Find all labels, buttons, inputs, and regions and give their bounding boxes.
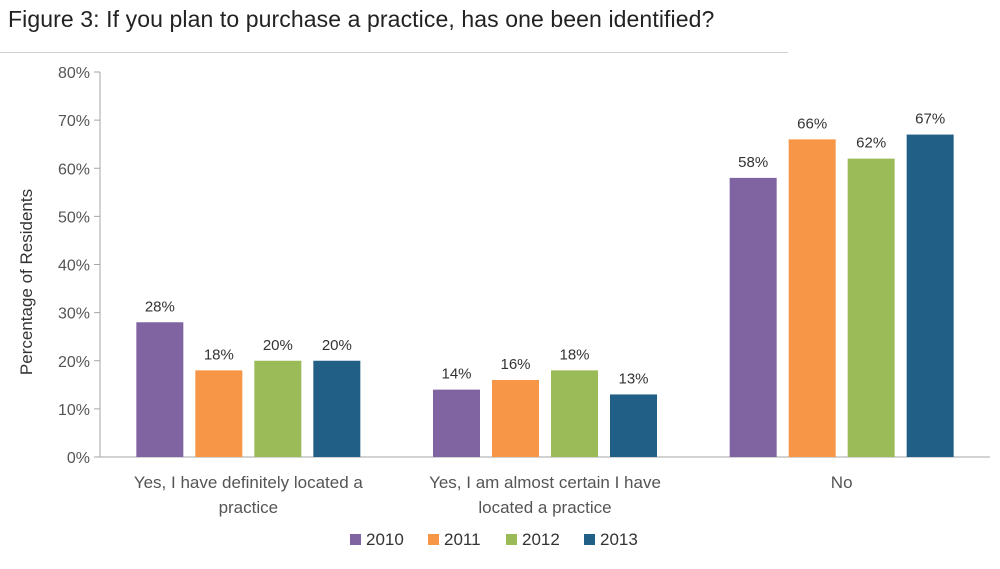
bar-2011-cat2 — [492, 380, 539, 457]
legend-label-2013: 2013 — [600, 530, 638, 549]
y-tick-label: 0% — [67, 450, 90, 467]
bar-2010-cat2 — [433, 389, 480, 457]
y-tick-label: 40% — [58, 258, 90, 275]
bar-2013-cat1 — [313, 360, 361, 457]
y-tick-label: 30% — [58, 306, 90, 323]
bar-value-label: 14% — [441, 366, 471, 383]
y-tick-label: 10% — [58, 402, 90, 419]
legend-swatch-2011 — [428, 534, 439, 545]
bar-value-label: 13% — [618, 370, 648, 387]
legend-label-2011: 2011 — [444, 530, 481, 549]
bar-value-label: 16% — [500, 356, 530, 373]
category-labels-group: Yes, I have definitely located a practice… — [134, 473, 853, 517]
y-tick-label: 50% — [58, 209, 90, 226]
y-tick-label: 20% — [58, 354, 90, 371]
bar-value-label: 67% — [915, 111, 945, 128]
category-label: Yes, I have definitely located a — [134, 473, 364, 492]
y-tick-label: 60% — [58, 161, 90, 178]
bar-2012-cat3 — [847, 158, 895, 457]
legend-label-2010: 2010 — [366, 530, 404, 549]
legend: 2010 2011 2012 2013 — [350, 530, 638, 549]
category-label: located a practice — [478, 498, 611, 517]
y-axis: 0% 10% 20% 30% 40% 50% 60% 70% 80% — [58, 65, 101, 467]
bar-2013-cat2 — [610, 394, 657, 457]
bar-2010-cat3 — [729, 177, 777, 457]
bar-value-label: 20% — [322, 337, 352, 354]
title-divider — [0, 52, 788, 53]
bar-2012-cat2 — [551, 370, 598, 457]
bar-value-label: 18% — [204, 346, 234, 363]
bar-value-label: 20% — [263, 337, 293, 354]
legend-swatch-2010 — [350, 534, 361, 545]
chart-title: Figure 3: If you plan to purchase a prac… — [8, 6, 715, 32]
bar-2011-cat1 — [195, 370, 243, 457]
bar-2010-cat1 — [136, 322, 184, 457]
bar-value-label: 62% — [856, 135, 886, 152]
legend-swatch-2013 — [584, 534, 595, 545]
bars-group — [136, 134, 954, 457]
category-label: Yes, I am almost certain I have — [429, 473, 661, 492]
legend-swatch-2012 — [506, 534, 517, 545]
bar-2011-cat3 — [788, 139, 836, 457]
y-axis-label: Percentage of Residents — [17, 189, 36, 375]
bar-2013-cat3 — [906, 134, 954, 457]
bar-labels-group: 28% 18% 20% 20% 14% 16% 18% 13% 58% 66% 62% 67% — [145, 111, 945, 388]
bar-value-label: 66% — [797, 115, 827, 132]
legend-label-2012: 2012 — [522, 530, 560, 549]
category-label: No — [831, 473, 853, 492]
bar-value-label: 18% — [559, 346, 589, 363]
category-label: practice — [219, 498, 279, 517]
y-tick-label: 70% — [58, 113, 90, 130]
bar-2012-cat1 — [254, 360, 302, 457]
bar-value-label: 58% — [738, 154, 768, 171]
y-tick-label: 80% — [58, 65, 90, 82]
bar-value-label: 28% — [145, 298, 175, 315]
